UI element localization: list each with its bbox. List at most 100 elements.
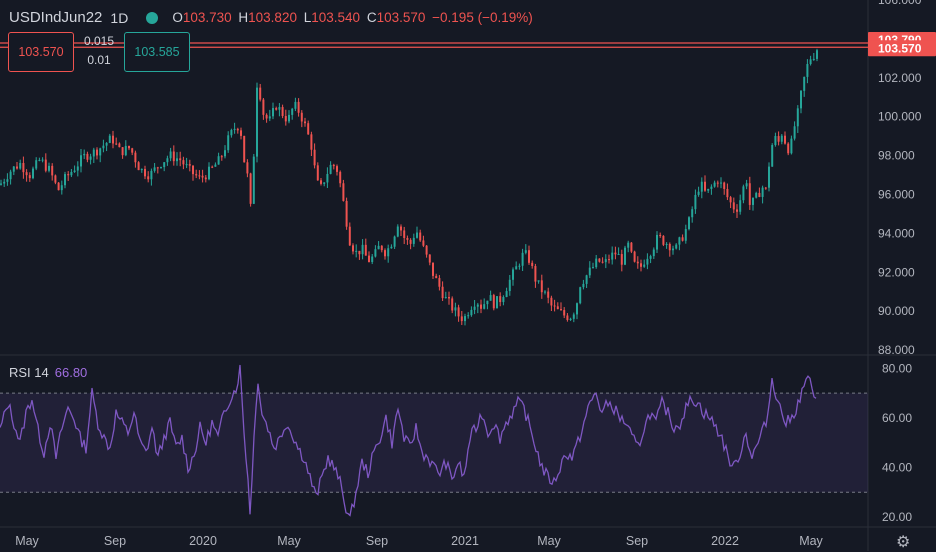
candle-body <box>371 256 374 263</box>
rsi-header[interactable]: RSI 14 66.80 <box>9 365 87 380</box>
candle-body <box>105 142 108 146</box>
high-label: H <box>238 10 249 25</box>
rsi-band <box>0 393 868 493</box>
candle-body <box>259 87 262 100</box>
symbol-name[interactable]: USDIndJun22 <box>9 9 103 26</box>
candle-body <box>646 258 649 265</box>
candle-body <box>80 155 82 167</box>
candle-body <box>768 166 770 188</box>
candle-body <box>387 248 390 257</box>
candle-body <box>262 99 265 115</box>
rsi-tick-label: 60.00 <box>882 411 912 425</box>
candle-body <box>723 182 726 189</box>
candle-body <box>396 226 399 237</box>
candle-body <box>588 267 591 276</box>
candle-body <box>128 145 130 149</box>
candle-body <box>460 316 463 322</box>
candle-body <box>211 166 214 168</box>
candle-body <box>528 250 530 263</box>
candle-body <box>467 315 470 317</box>
rsi-tick-label: 80.00 <box>882 361 912 375</box>
candle-body <box>614 252 617 255</box>
candle-body <box>643 264 646 267</box>
open-label: O <box>172 10 183 25</box>
candle-body <box>486 300 489 305</box>
price-tick-label: 88.000 <box>878 343 915 357</box>
candle-body <box>140 168 143 171</box>
spread-info: 0.015 0.01 <box>78 32 120 70</box>
candle-body <box>787 143 790 154</box>
price-label-box <box>868 40 936 57</box>
candle-body <box>636 261 639 264</box>
candle-body <box>92 149 95 157</box>
candle-body <box>390 246 393 249</box>
buy-button[interactable]: 103.585 <box>124 32 190 72</box>
time-tick-label: Sep <box>104 534 126 548</box>
candle-body <box>240 130 242 136</box>
candle-body <box>640 263 642 267</box>
candle-body <box>540 280 543 293</box>
candle-body <box>534 266 537 282</box>
candle-body <box>60 185 63 191</box>
candle-body <box>147 176 150 180</box>
spread-bottom: 0.01 <box>87 53 111 67</box>
candle-body <box>329 164 332 174</box>
candle-body <box>572 314 575 319</box>
candle-body <box>691 209 694 218</box>
candle-body <box>166 158 169 163</box>
candle-body <box>624 247 626 265</box>
time-tick-label: 2021 <box>451 534 479 548</box>
gear-icon[interactable]: ⚙ <box>896 534 911 551</box>
candle-body <box>633 251 636 262</box>
candle-body <box>198 175 201 177</box>
candle-body <box>339 171 342 184</box>
low-label: L <box>303 10 312 25</box>
candle-body <box>320 180 322 184</box>
candle-body <box>150 170 153 180</box>
candle-body <box>51 165 54 176</box>
candle-body <box>153 167 156 171</box>
price-tick-label: 92.000 <box>878 265 915 279</box>
candle-body <box>419 232 422 241</box>
candle-body <box>774 136 777 146</box>
candle-body <box>803 76 806 91</box>
candle-body <box>544 291 546 293</box>
candle-body <box>89 156 92 160</box>
candle-body <box>3 181 6 184</box>
candle-body <box>739 200 742 212</box>
candle-body <box>348 226 351 246</box>
timeframe[interactable]: 1D <box>110 9 129 26</box>
candle-body <box>134 152 137 163</box>
candle-body <box>268 116 271 119</box>
candle-body <box>422 240 425 246</box>
candle-body <box>48 165 50 171</box>
candle-body <box>246 162 249 174</box>
change-value: −0.195 (−0.19%) <box>432 10 533 25</box>
candle-body <box>550 297 553 306</box>
price-label-text: 103.570 <box>878 41 922 55</box>
candle-body <box>617 254 620 256</box>
candle-body <box>361 244 364 255</box>
candle-body <box>620 254 623 265</box>
candle-body <box>736 209 738 212</box>
candle-body <box>745 183 748 187</box>
candle-body <box>336 166 338 172</box>
candle-body <box>601 261 604 263</box>
candle-body <box>38 159 41 161</box>
time-tick-label: May <box>537 534 561 548</box>
candle-body <box>252 156 255 204</box>
time-tick-label: May <box>277 534 301 548</box>
time-tick-label: 2022 <box>711 534 739 548</box>
candle-body <box>176 158 178 162</box>
candle-body <box>416 232 418 238</box>
sell-button[interactable]: 103.570 <box>8 32 74 72</box>
candle-body <box>115 143 118 145</box>
candle-body <box>300 112 303 122</box>
candle-body <box>604 259 607 263</box>
candle-body <box>505 291 508 297</box>
price-tick-label: 102.000 <box>878 71 922 85</box>
candle-body <box>444 297 447 299</box>
candle-body <box>582 283 585 288</box>
candle-body <box>524 250 527 253</box>
